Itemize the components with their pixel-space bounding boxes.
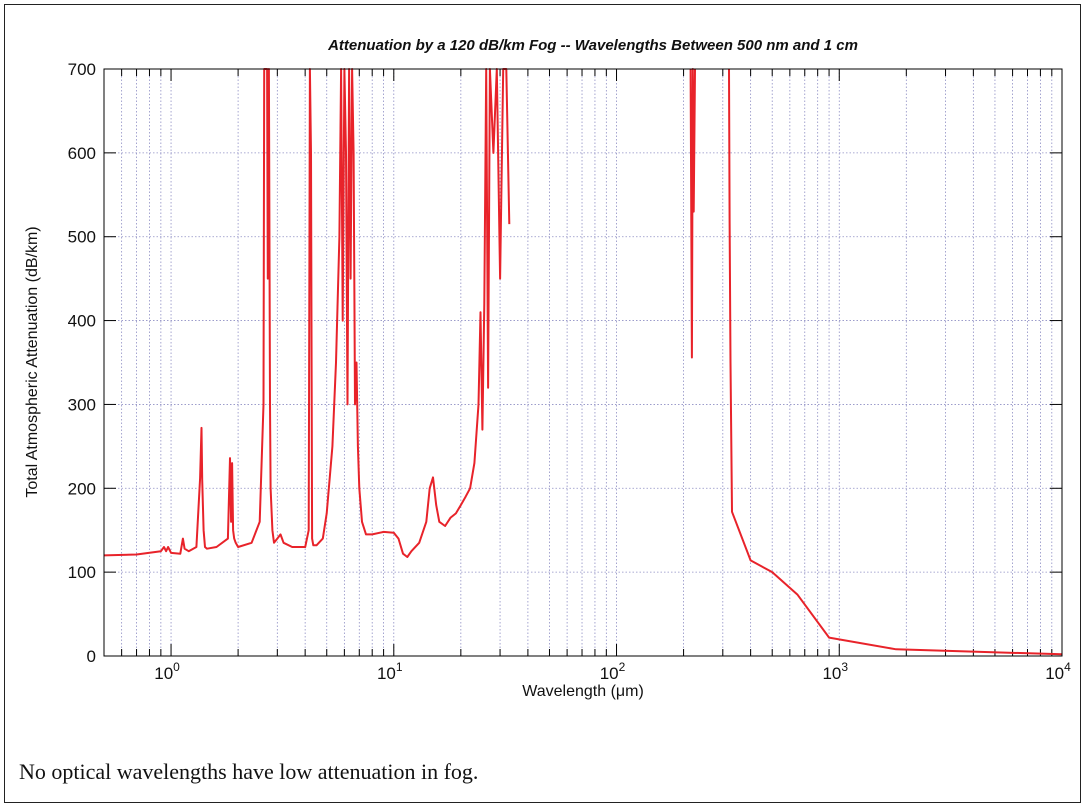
x-tick-label-base: 10 [1045,664,1064,683]
grid [103,68,1063,657]
y-tick-label: 200 [68,479,96,498]
x-tick-label-exponent: 3 [841,660,848,674]
y-tick-label: 300 [68,395,96,414]
figure-caption: No optical wavelengths have low attenuat… [19,759,479,784]
x-tick-label-base: 10 [377,664,396,683]
y-tick-label: 400 [68,312,96,331]
y-tick-label: 600 [68,144,96,163]
x-tick-label-base: 10 [600,664,619,683]
y-tick-label: 500 [68,228,96,247]
x-tick-label-exponent: 4 [1064,660,1071,674]
x-tick-label: 102 [600,660,626,683]
y-axis-label: Total Atmospheric Attenuation (dB/km) [24,226,41,497]
x-tick-label: 104 [1045,660,1071,683]
figure-frame: 0 100 200 300 400 500 600 700 100 101 102 103 104 At… [4,4,1081,803]
x-tick-label-base: 10 [822,664,841,683]
y-tick-label: 100 [68,563,96,582]
attenuation-series-1 [103,68,511,558]
x-tick-label-exponent: 2 [619,660,626,674]
x-tick-label: 103 [822,660,848,683]
x-tick-label-exponent: 0 [173,660,180,674]
x-tick-label-base: 10 [154,664,173,683]
x-axis-label: Wavelength (μm) [522,683,644,700]
x-tick-label: 100 [154,660,180,683]
data-lines [103,68,1063,656]
y-tick-label: 700 [68,60,96,79]
axis-ticks [103,68,1063,657]
y-tick-label: 0 [87,647,96,666]
attenuation-series-2 [689,68,696,359]
x-tick-label-exponent: 1 [396,660,403,674]
chart-title: Attenuation by a 120 dB/km Fog -- Wavele… [327,37,858,54]
attenuation-series-3 [728,68,1063,656]
plot-area [103,68,1063,657]
x-tick-label: 101 [377,660,403,683]
